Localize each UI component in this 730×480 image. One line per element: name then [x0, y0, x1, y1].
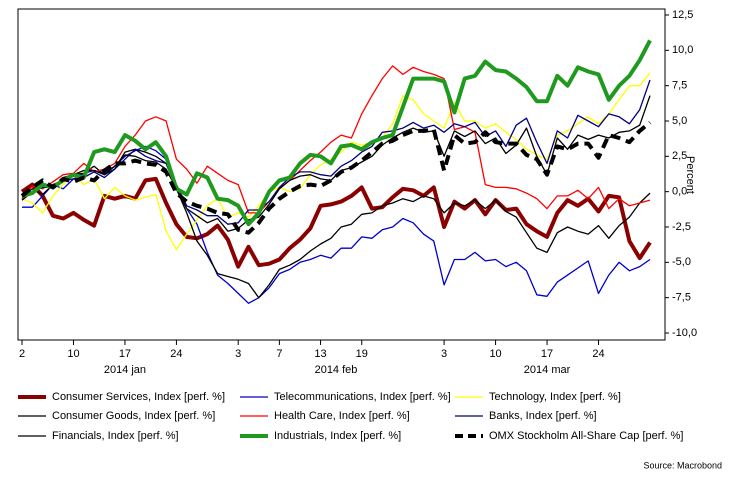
x-tick-label: 17 [119, 348, 131, 360]
series-line [20, 120, 652, 235]
x-tick-label: 3 [235, 348, 241, 360]
x-tick-label: 24 [170, 348, 182, 360]
x-tick-label: 10 [67, 348, 79, 360]
y-axis-label: Percent [684, 156, 696, 194]
legend-label: Consumer Goods, Index [perf. %] [52, 410, 215, 422]
y-tick-label: -10,0 [672, 327, 697, 339]
month-label: 2014 jan [104, 364, 146, 376]
series-line [21, 148, 651, 299]
y-tick-label: 7,5 [672, 80, 687, 92]
x-tick-label: 17 [541, 348, 553, 360]
legend-label: Technology, Index [perf. %] [489, 391, 621, 403]
legend-label: Financials, Index [perf. %] [52, 430, 179, 442]
source-note: Source: Macrobond [643, 460, 722, 470]
series-line [21, 79, 651, 225]
y-tick-label: 12,5 [672, 9, 693, 21]
y-tick-label: 0,0 [672, 186, 687, 198]
y-tick-label: 5,0 [672, 115, 687, 127]
legend-label: Banks, Index [perf. %] [489, 410, 597, 422]
x-tick-label: 10 [489, 348, 501, 360]
legend-label: Industrials, Index [perf. %] [274, 430, 401, 442]
legend-label: Health Care, Index [perf. %] [274, 410, 410, 422]
series-line [22, 145, 651, 304]
legend-label: Telecommunications, Index [perf. %] [274, 391, 451, 403]
y-tick-label: -2,5 [672, 221, 691, 233]
series-line [21, 39, 652, 227]
x-tick-label: 13 [314, 348, 326, 360]
legend-label: Consumer Services, Index [perf. %] [52, 391, 225, 403]
x-tick-label: 24 [592, 348, 604, 360]
plot-frame [17, 8, 666, 341]
y-tick-label: -5,0 [672, 256, 691, 268]
month-label: 2014 feb [315, 364, 358, 376]
x-tick-label: 19 [356, 348, 368, 360]
y-tick-label: 10,0 [672, 44, 693, 56]
y-tick-label: 2,5 [672, 150, 687, 162]
legend-label: OMX Stockholm All-Share Cap [perf. %] [489, 430, 683, 442]
x-tick-label: 2 [19, 348, 25, 360]
y-tick-label: -7,5 [672, 292, 691, 304]
series-line [21, 65, 651, 214]
x-tick-label: 3 [441, 348, 447, 360]
x-tick-label: 7 [276, 348, 282, 360]
month-label: 2014 mar [524, 364, 571, 376]
